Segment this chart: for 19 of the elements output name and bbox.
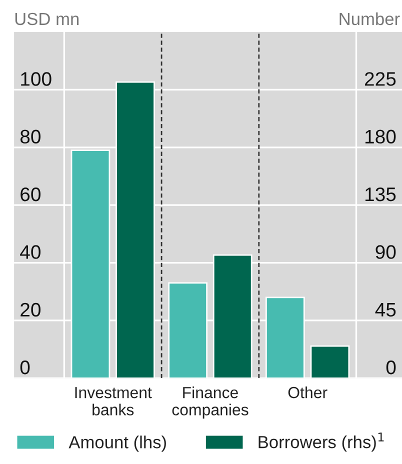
x-tick-label: Other bbox=[288, 386, 328, 398]
legend-label: Borrowers (rhs)$^{1}$ bbox=[258, 432, 384, 452]
y2-tick-label: 225 bbox=[364, 72, 396, 86]
y-tick-label: 60 bbox=[20, 187, 40, 202]
y2-tick-label: 0 bbox=[386, 360, 396, 374]
y-tick-label: 20 bbox=[20, 302, 40, 317]
y-axis-title: USD mn bbox=[15, 12, 79, 26]
legend-label: Amount (lhs) bbox=[68, 436, 166, 452]
y-tick-label: 100 bbox=[21, 72, 52, 86]
x-tick-label: Investment banks bbox=[75, 387, 152, 416]
y2-axis-title: Number bbox=[340, 12, 400, 26]
y2-tick-label: 135 bbox=[365, 187, 396, 202]
y2-tick-label: 90 bbox=[376, 245, 396, 259]
y2-tick-label: 45 bbox=[375, 303, 396, 317]
y-tick-label: 80 bbox=[20, 130, 40, 144]
y-tick-label: 0 bbox=[20, 360, 30, 374]
y-tick-label: 40 bbox=[20, 245, 40, 259]
x-tick-label: Finance companies bbox=[172, 386, 248, 419]
y2-tick-label: 180 bbox=[365, 130, 396, 144]
